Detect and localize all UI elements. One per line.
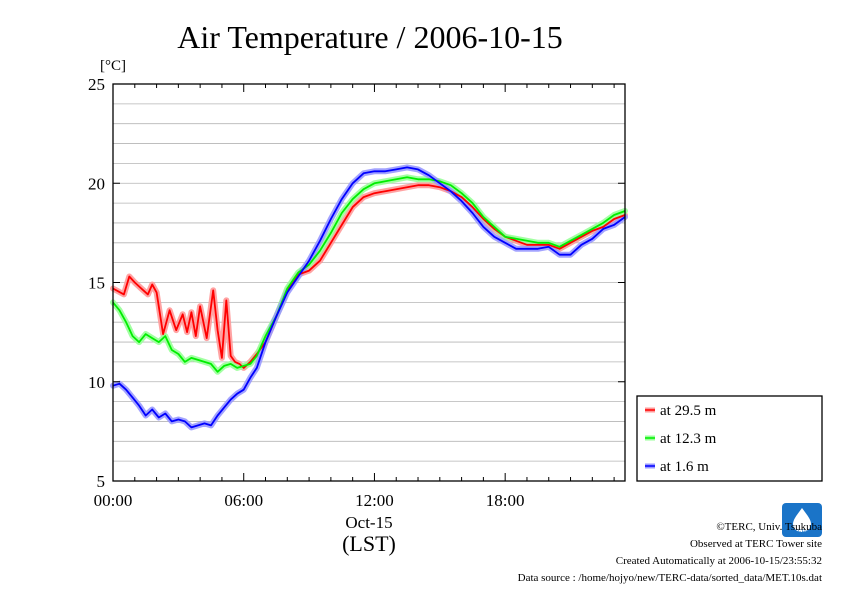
- grid-lines: [113, 103, 625, 462]
- series-band-0: [110, 182, 628, 371]
- y-tick-label: 15: [88, 274, 105, 293]
- x-tick-label: 06:00: [224, 491, 263, 510]
- chart-title: Air Temperature / 2006-10-15: [177, 19, 563, 55]
- terc-logo: TERC: [782, 503, 822, 537]
- legend: at 29.5 m at 12.3 m at 1.6 m: [636, 395, 823, 482]
- legend-label: at 12.3 m: [660, 431, 717, 447]
- copyright-text: ©TERC, Univ. Tsukuba: [716, 521, 822, 533]
- water-drop-icon: [793, 508, 811, 532]
- y-axis-label: [°C]: [100, 58, 126, 74]
- series-band-1: [110, 174, 628, 375]
- x-axis-label: (LST): [342, 531, 396, 556]
- legend-label: at 1.6 m: [660, 459, 709, 475]
- y-tick-label: 10: [88, 373, 105, 392]
- x-tick-label: 18:00: [486, 491, 525, 510]
- footer-credits: ©TERC, Univ. Tsukuba Observed at TERC To…: [518, 519, 822, 587]
- y-tick-label: 25: [88, 75, 105, 94]
- series-line-0: [112, 184, 626, 369]
- source-text: Data source : /home/hojyo/new/TERC-data/…: [517, 572, 822, 584]
- x-tick-label: 00:00: [94, 491, 133, 510]
- logo-text: TERC: [794, 530, 811, 536]
- date-label: Oct-15: [345, 513, 392, 532]
- x-tick-label: 12:00: [355, 491, 394, 510]
- legend-box: [636, 395, 823, 482]
- y-axis: 5 10 15 20 25: [88, 75, 625, 491]
- x-axis: 00:00 06:00 12:00 18:00: [94, 84, 615, 510]
- created-text: Created Automatically at 2006-10-15/23:5…: [615, 555, 822, 567]
- series-line-1: [112, 176, 626, 373]
- y-tick-label: 20: [88, 174, 105, 193]
- series-line-2: [112, 166, 626, 429]
- plot-area: [110, 164, 628, 431]
- y-tick-label: 5: [97, 472, 106, 491]
- observed-text: Observed at TERC Tower site: [689, 538, 822, 550]
- legend-label: at 29.5 m: [660, 403, 717, 419]
- series-band-2: [110, 164, 628, 431]
